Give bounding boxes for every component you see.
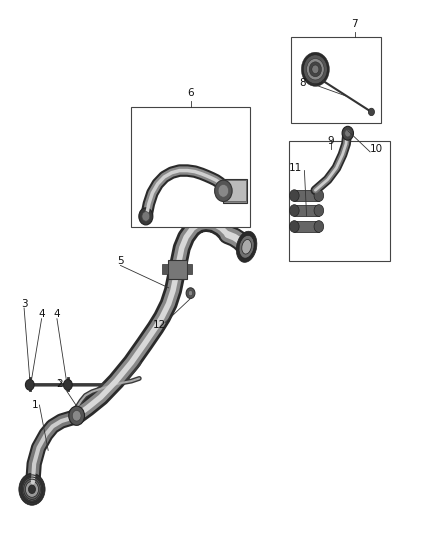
Text: 5: 5 <box>117 256 124 266</box>
Circle shape <box>314 221 324 232</box>
Text: 9: 9 <box>327 136 334 146</box>
Circle shape <box>290 221 299 232</box>
Circle shape <box>142 212 150 221</box>
Circle shape <box>218 184 229 197</box>
Bar <box>223 180 246 201</box>
Text: 3: 3 <box>21 299 28 309</box>
Circle shape <box>312 65 319 74</box>
Circle shape <box>304 55 327 84</box>
Text: 10: 10 <box>370 144 383 154</box>
Ellipse shape <box>242 239 251 254</box>
Circle shape <box>28 485 35 494</box>
Text: 4: 4 <box>38 310 45 319</box>
Circle shape <box>22 478 42 501</box>
Bar <box>162 264 168 274</box>
Ellipse shape <box>236 231 257 262</box>
Bar <box>294 190 319 201</box>
Bar <box>294 205 319 216</box>
Circle shape <box>342 126 353 140</box>
Text: 2: 2 <box>56 379 63 389</box>
Circle shape <box>314 205 324 216</box>
Circle shape <box>139 208 153 225</box>
Bar <box>187 264 192 274</box>
Bar <box>168 260 187 279</box>
Text: 7: 7 <box>351 19 358 29</box>
Circle shape <box>215 180 232 201</box>
Ellipse shape <box>239 236 254 258</box>
Bar <box>294 221 319 232</box>
Text: 6: 6 <box>187 88 194 98</box>
Text: 12: 12 <box>153 320 166 330</box>
Circle shape <box>64 379 72 390</box>
Bar <box>223 179 247 203</box>
Circle shape <box>69 406 85 425</box>
Circle shape <box>188 290 193 296</box>
Circle shape <box>25 379 34 390</box>
Circle shape <box>368 108 374 116</box>
Text: 4: 4 <box>53 310 60 319</box>
Bar <box>131 107 250 227</box>
Bar <box>289 141 390 261</box>
Circle shape <box>19 473 45 505</box>
Circle shape <box>290 190 299 201</box>
Circle shape <box>25 481 39 497</box>
Circle shape <box>72 410 81 421</box>
Bar <box>291 37 381 123</box>
Circle shape <box>314 190 324 201</box>
Text: 11: 11 <box>289 163 302 173</box>
Circle shape <box>307 59 324 80</box>
Circle shape <box>301 52 329 86</box>
Circle shape <box>290 205 299 216</box>
Circle shape <box>309 62 321 77</box>
Circle shape <box>345 130 351 137</box>
Circle shape <box>186 288 195 298</box>
Text: 1: 1 <box>32 400 39 410</box>
Text: 8: 8 <box>299 78 306 87</box>
